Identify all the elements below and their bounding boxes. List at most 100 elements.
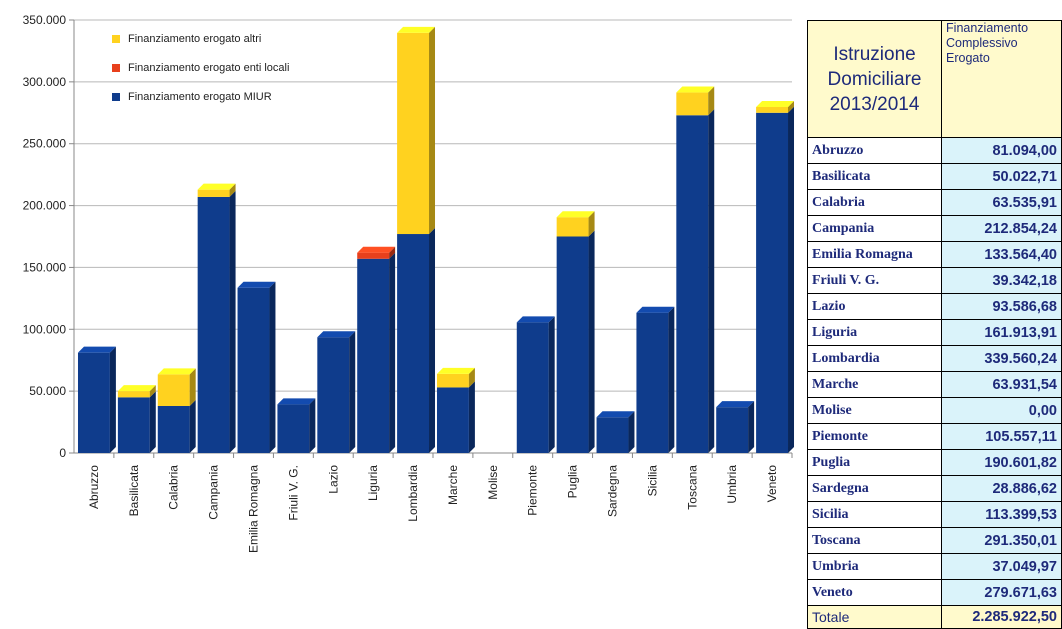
legend-label-altri: Finanziamento erogato altri <box>128 32 262 45</box>
table-title-line-3: 2013/2014 <box>829 93 920 115</box>
x-tick-label: Calabria <box>167 465 181 510</box>
bar-top-face <box>157 368 196 375</box>
bar-segment-miur-side <box>628 411 635 453</box>
bar-segment-miur-side <box>229 190 236 453</box>
table-row: Campania 212.854,24 <box>806 215 1062 242</box>
bar-segment-altri <box>157 374 190 406</box>
x-tick-label: Basilicata <box>127 465 141 517</box>
table-row: Calabria 63.535,91 <box>806 189 1062 216</box>
value-cell: 0,00 <box>941 397 1062 424</box>
value-cell: 63.535,91 <box>941 189 1062 216</box>
region-cell: Puglia <box>806 449 943 476</box>
table-row: Umbria 37.049,97 <box>806 553 1062 580</box>
bar-segment-miur-side <box>109 346 116 453</box>
value-cell: 291.350,01 <box>941 527 1062 554</box>
bar-top-face <box>357 246 396 253</box>
table-column-header: Finanziamento Complessivo Erogato <box>941 20 1062 138</box>
legend-item-altri: Finanziamento erogato altri <box>112 24 289 53</box>
bar-top-face <box>77 346 116 353</box>
x-tick-label: Abruzzo <box>87 465 101 509</box>
bar-segment-altri <box>117 391 150 398</box>
bar-segment-miur <box>756 112 789 454</box>
chart-canvas: 0 50.000 100.000 150.000 200.000 250.000 300.0… <box>23 13 795 553</box>
value-cell: 339.560,24 <box>941 345 1062 372</box>
value-cell: 93.586,68 <box>941 293 1062 320</box>
bar-segment-miur <box>436 387 469 453</box>
bar-segment-miur <box>556 236 589 453</box>
bar-segment-enti-locali <box>357 252 390 259</box>
value-cell: 105.557,11 <box>941 423 1062 450</box>
bar-top-face <box>436 367 475 374</box>
bar-segment-miur <box>237 287 270 453</box>
table-row: Basilicata 50.022,71 <box>806 163 1062 190</box>
table-row: Friuli V. G. 39.342,18 <box>806 267 1062 294</box>
x-tick-label: Toscana <box>685 465 699 510</box>
bar-segment-altri <box>436 373 469 388</box>
y-tick-label: 200.000 <box>23 199 67 213</box>
table-row: Sardegna 28.886,62 <box>806 475 1062 502</box>
bar-segment-altri-side <box>149 385 156 398</box>
region-cell: Molise <box>806 397 943 424</box>
region-cell: Piemonte <box>806 423 943 450</box>
region-cell: Sardegna <box>806 475 943 502</box>
region-cell: Umbria <box>806 553 943 580</box>
bar-segment-altri-side <box>189 368 196 406</box>
bar-segment-miur-side <box>788 106 795 454</box>
value-cell: 279.671,63 <box>941 579 1062 606</box>
table-row: Molise 0,00 <box>806 397 1062 424</box>
bar-segment-enti-locali-side <box>389 246 396 259</box>
y-tick-label: 100.000 <box>23 322 67 336</box>
value-cell: 50.022,71 <box>941 163 1062 190</box>
column-header-line-1: Finanziamento <box>946 21 1029 35</box>
value-cell: 190.601,82 <box>941 449 1062 476</box>
region-cell: Marche <box>806 371 943 398</box>
y-tick-label: 250.000 <box>23 137 67 151</box>
bar-segment-altri-side <box>788 101 795 113</box>
bar-segment-miur <box>317 337 350 453</box>
table-row: Emilia Romagna 133.564,40 <box>806 241 1062 268</box>
column-header-line-2: Complessivo <box>946 36 1018 50</box>
bar-segment-miur-side <box>588 230 595 453</box>
bar-segment-miur <box>516 322 549 453</box>
bar-segment-altri-side <box>429 26 436 235</box>
table-body: Abruzzo 81.094,00 Basilicata 50.022,71 Calab… <box>806 137 1062 606</box>
x-tick-label: Lombardia <box>406 465 420 522</box>
bar-segment-miur-side <box>748 401 755 453</box>
column-header-line-3: Erogato <box>946 51 990 65</box>
bar-segment-altri <box>556 217 589 237</box>
y-tick-label: 50.000 <box>29 384 66 398</box>
bar-segment-miur-side <box>389 252 396 453</box>
legend-item-enti-locali: Finanziamento erogato enti locali <box>112 53 289 82</box>
x-tick-label: Marche <box>446 465 460 505</box>
bar-top-face <box>556 211 595 218</box>
total-label: Totale <box>806 605 943 629</box>
bar-segment-miur <box>277 404 310 453</box>
bar-segment-miur <box>357 258 390 453</box>
value-cell: 81.094,00 <box>941 137 1062 164</box>
bar-segment-miur-side <box>269 281 276 453</box>
bar-segment-altri <box>676 92 709 116</box>
bar-segment-altri <box>756 107 789 113</box>
table-title-line-1: Istruzione <box>833 43 916 65</box>
y-tick-label: 0 <box>59 446 66 460</box>
y-tick-label: 350.000 <box>23 13 67 27</box>
legend-swatch-altri <box>112 34 120 43</box>
region-cell: Basilicata <box>806 163 943 190</box>
region-cell: Liguria <box>806 319 943 346</box>
bar-segment-miur-side <box>309 398 316 453</box>
table-row: Marche 63.931,54 <box>806 371 1062 398</box>
bar-segment-miur-side <box>548 316 555 453</box>
bar-segment-miur <box>157 405 190 453</box>
funding-table: Istruzione Domiciliare 2013/2014 Finanzi… <box>806 20 1062 629</box>
bar-segment-miur <box>636 312 669 453</box>
bar-top-face <box>756 101 795 108</box>
table-row: Lazio 93.586,68 <box>806 293 1062 320</box>
value-cell: 28.886,62 <box>941 475 1062 502</box>
bar-segment-miur-side <box>149 391 156 453</box>
value-cell: 133.564,40 <box>941 241 1062 268</box>
bar-segment-miur-side <box>668 306 675 453</box>
total-value: 2.285.922,50 <box>941 605 1062 629</box>
bar-segment-miur-side <box>349 331 356 453</box>
stacked-bar-chart: 0 50.000 100.000 150.000 200.000 250.000 300.0… <box>23 13 795 553</box>
x-tick-label: Molise <box>486 465 500 500</box>
